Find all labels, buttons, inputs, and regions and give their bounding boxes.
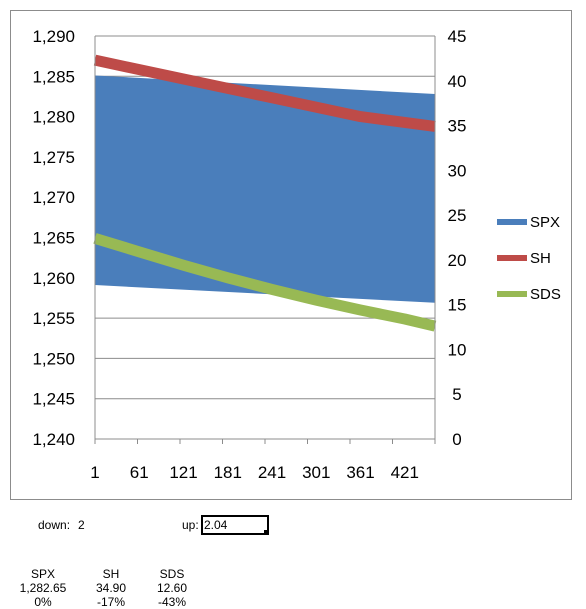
left-tick-label: 1,275	[32, 148, 75, 167]
up-label: up:	[182, 518, 199, 532]
stat-sds-change: -43%	[157, 595, 186, 609]
left-tick-label: 1,245	[32, 390, 75, 409]
stats-sds: SDS 12.60 -43%	[148, 567, 196, 609]
left-tick-label: 1,280	[32, 108, 75, 127]
down-label: down:	[38, 518, 71, 532]
right-tick-label: 10	[448, 340, 467, 359]
series-sds-line	[93, 233, 437, 332]
stat-sh-name: SH	[102, 567, 120, 581]
x-tick-label: 301	[302, 463, 330, 482]
up-value-cell[interactable]: 2.04	[201, 515, 269, 535]
fill-handle[interactable]	[264, 530, 268, 534]
stats-sh: SH 34.90 -17%	[88, 567, 134, 609]
stat-spx-change: 0%	[34, 595, 52, 609]
legend-label-sh: SH	[530, 250, 551, 267]
right-tick-label: 40	[448, 72, 467, 91]
series-sh-line	[93, 54, 436, 132]
down-value[interactable]: 2	[78, 518, 85, 532]
stat-sds-price: 12.60	[156, 581, 188, 595]
legend-swatch-sds	[497, 291, 527, 297]
left-tick-label: 1,240	[32, 430, 75, 449]
left-tick-label: 1,270	[32, 188, 75, 207]
x-tick-label: 61	[130, 463, 149, 482]
x-tick-label: 1	[90, 463, 99, 482]
stat-sh-price: 34.90	[95, 581, 127, 595]
right-tick-label: 20	[448, 251, 467, 270]
x-tick-label: 361	[346, 463, 374, 482]
chart-svg: 1,240 1,245 1,250 1,255 1,260 1,265 1,270 1,275…	[32, 27, 561, 482]
right-tick-label: 15	[448, 296, 467, 315]
stat-spx-price: 1,282.65	[19, 581, 67, 595]
stat-spx-name: SPX	[30, 567, 55, 581]
left-tick-label: 1,285	[32, 67, 75, 86]
left-tick-label: 1,255	[32, 309, 75, 328]
left-tick-label: 1,250	[32, 349, 75, 368]
x-tick-label: 241	[258, 463, 286, 482]
legend-swatch-sh	[497, 255, 527, 261]
left-tick-label: 1,265	[32, 229, 75, 248]
right-tick-label: 0	[452, 430, 461, 449]
right-tick-label: 30	[448, 161, 467, 180]
legend-label-sds: SDS	[530, 286, 561, 303]
left-tick-label: 1,260	[32, 269, 75, 288]
right-tick-label: 5	[452, 385, 461, 404]
right-tick-label: 25	[448, 206, 467, 225]
stats-spx: SPX 1,282.65 0%	[14, 567, 72, 609]
x-tick-label: 121	[169, 463, 197, 482]
left-tick-label: 1,290	[32, 27, 75, 46]
right-tick-label: 35	[448, 117, 467, 136]
series-spx-band	[95, 75, 435, 303]
stat-sds-name: SDS	[159, 567, 185, 581]
legend-swatch-spx	[497, 219, 527, 225]
legend-label-spx: SPX	[530, 214, 560, 231]
chart-area[interactable]: 1,240 1,245 1,250 1,255 1,260 1,265 1,270 1,275…	[10, 10, 572, 500]
x-tick-label: 421	[391, 463, 419, 482]
right-tick-label: 45	[448, 27, 467, 46]
x-tick-label: 181	[214, 463, 242, 482]
stat-sh-change: -17%	[96, 595, 125, 609]
